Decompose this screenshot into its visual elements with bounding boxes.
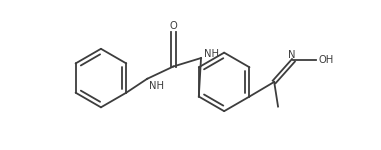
Text: OH: OH xyxy=(318,55,333,65)
Text: O: O xyxy=(170,21,177,32)
Text: NH: NH xyxy=(204,49,219,59)
Text: N: N xyxy=(288,50,296,60)
Text: NH: NH xyxy=(149,81,164,91)
